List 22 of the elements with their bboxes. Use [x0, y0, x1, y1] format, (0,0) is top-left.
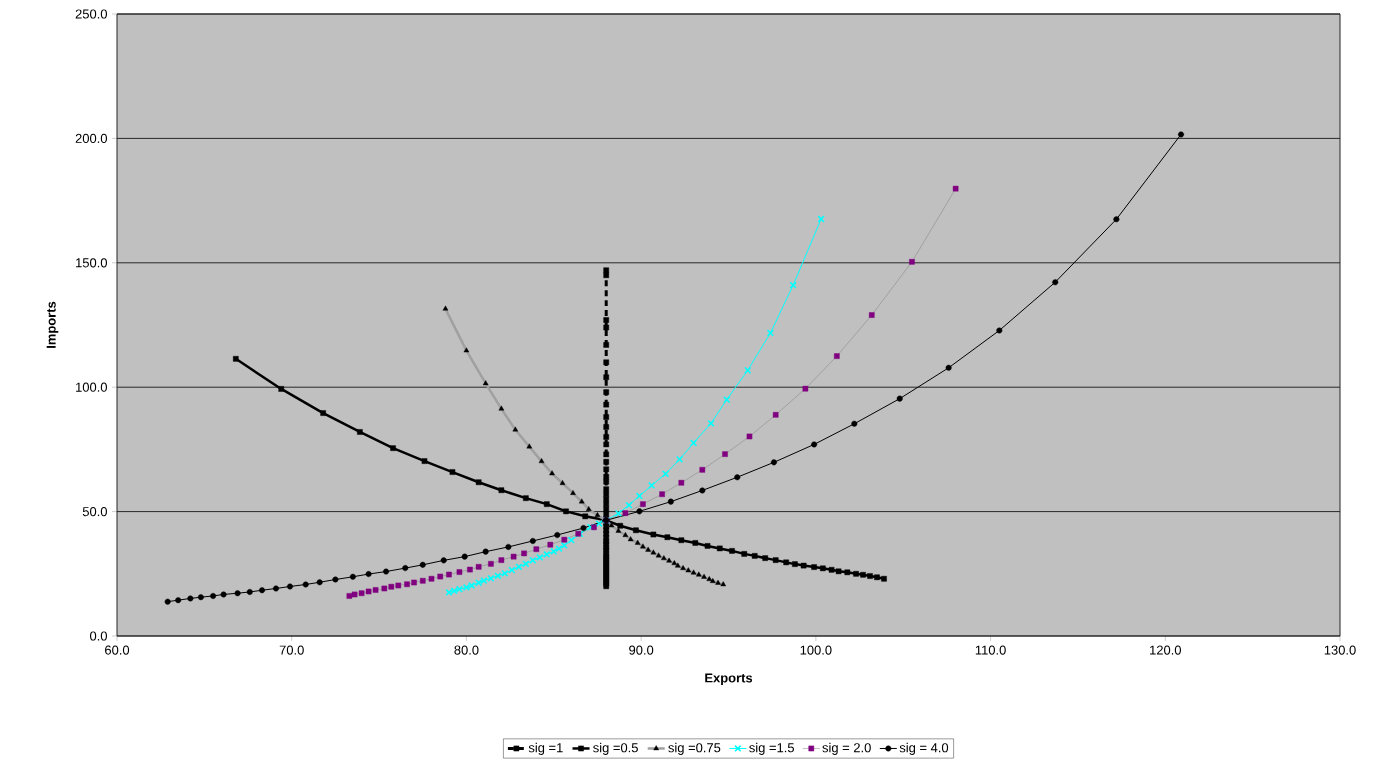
legend-label: sig =1.5	[749, 742, 794, 755]
legend-label: sig =0.5	[593, 742, 638, 755]
legend-label: sig =1	[528, 742, 563, 755]
y-tick-label: 200.0	[75, 133, 107, 143]
x-tick-label: 90.0	[629, 645, 654, 655]
x-tick-label: 100.0	[800, 645, 832, 655]
y-tick-label: 0.0	[90, 631, 107, 641]
y-tick-label: 250.0	[75, 9, 107, 19]
x-tick-label: 80.0	[454, 645, 479, 655]
y-axis-title: Imports	[46, 301, 59, 348]
x-tick-label: 120.0	[1150, 645, 1181, 655]
y-tick-label: 100.0	[76, 382, 107, 392]
legend-label: sig =0.75	[668, 742, 721, 755]
x-axis-title: Exports	[705, 673, 753, 686]
y-tick-label: 50.0	[82, 507, 107, 517]
legend-label: sig = 2.0	[822, 742, 871, 755]
x-tick-label: 130.0	[1324, 645, 1356, 655]
x-tick-label: 70.0	[279, 645, 304, 655]
legend-label: sig = 4.0	[899, 742, 949, 755]
y-tick-label: 150.0	[76, 258, 107, 268]
x-tick-label: 60.0	[105, 645, 130, 655]
x-tick-label: 110.0	[975, 645, 1006, 655]
